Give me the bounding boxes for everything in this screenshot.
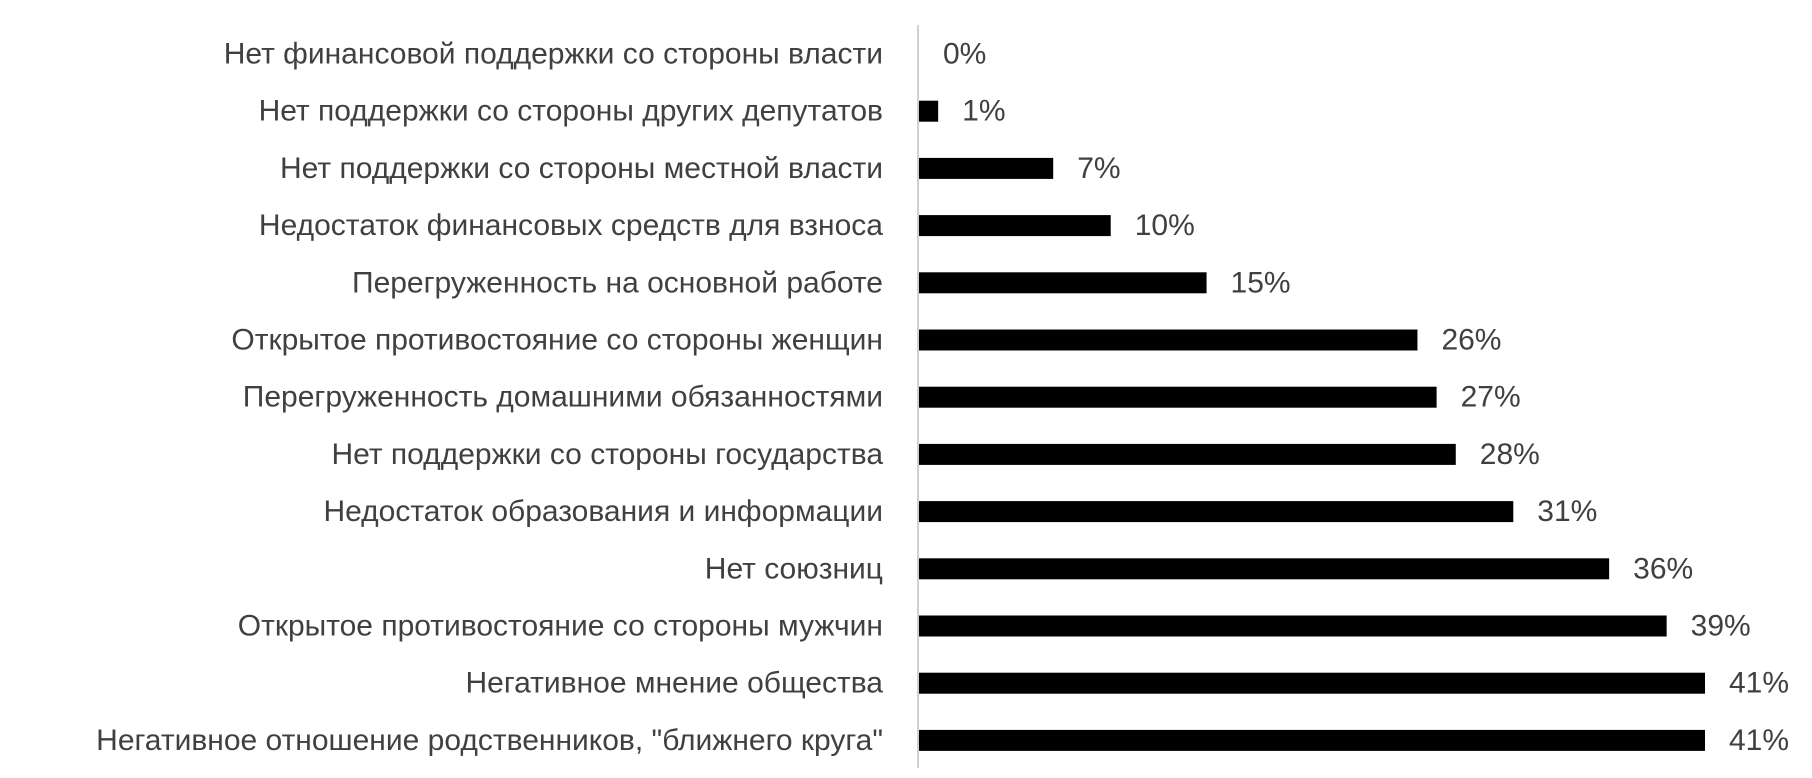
data-label: 1% xyxy=(962,95,1005,128)
category-label: Перегруженность на основной работе xyxy=(352,266,883,299)
data-label: 7% xyxy=(1077,152,1120,185)
chart-rows: Нет финансовой поддержки со стороны влас… xyxy=(96,38,1789,757)
category-label: Недостаток финансовых средств для взноса xyxy=(259,209,883,242)
bar xyxy=(919,386,1437,408)
data-label: 10% xyxy=(1135,209,1195,242)
category-label: Негативное отношение родственников, "бли… xyxy=(96,724,883,757)
bar xyxy=(919,558,1610,580)
category-label: Негативное мнение общества xyxy=(465,667,883,700)
category-label: Нет поддержки со стороны других депутато… xyxy=(259,95,883,128)
data-label: 15% xyxy=(1231,266,1291,299)
bar xyxy=(919,615,1667,637)
bar xyxy=(919,672,1705,694)
data-label: 26% xyxy=(1441,324,1501,357)
category-label: Нет финансовой поддержки со стороны влас… xyxy=(224,38,883,71)
bar xyxy=(919,729,1705,751)
bar xyxy=(919,501,1514,523)
data-label: 36% xyxy=(1633,552,1693,585)
data-label: 28% xyxy=(1480,438,1540,471)
bar xyxy=(919,443,1456,465)
category-label: Недостаток образования и информации xyxy=(323,495,883,528)
category-label: Нет поддержки со стороны местной власти xyxy=(280,152,883,185)
data-label: 41% xyxy=(1729,667,1789,700)
data-label: 31% xyxy=(1537,495,1597,528)
bar xyxy=(919,329,1418,351)
category-label: Открытое противостояние со стороны женщи… xyxy=(231,324,883,357)
bar xyxy=(919,157,1054,179)
data-label: 41% xyxy=(1729,724,1789,757)
bar xyxy=(919,272,1207,294)
bar xyxy=(919,100,939,122)
category-label: Открытое противостояние со стороны мужчи… xyxy=(238,610,883,643)
data-label: 39% xyxy=(1691,610,1751,643)
category-label: Нет поддержки со стороны государства xyxy=(331,438,883,471)
bar xyxy=(919,215,1111,237)
data-label: 27% xyxy=(1461,381,1521,414)
data-label: 0% xyxy=(943,38,986,71)
category-label: Перегруженность домашними обязанностями xyxy=(243,381,883,414)
category-label: Нет союзниц xyxy=(705,552,883,585)
